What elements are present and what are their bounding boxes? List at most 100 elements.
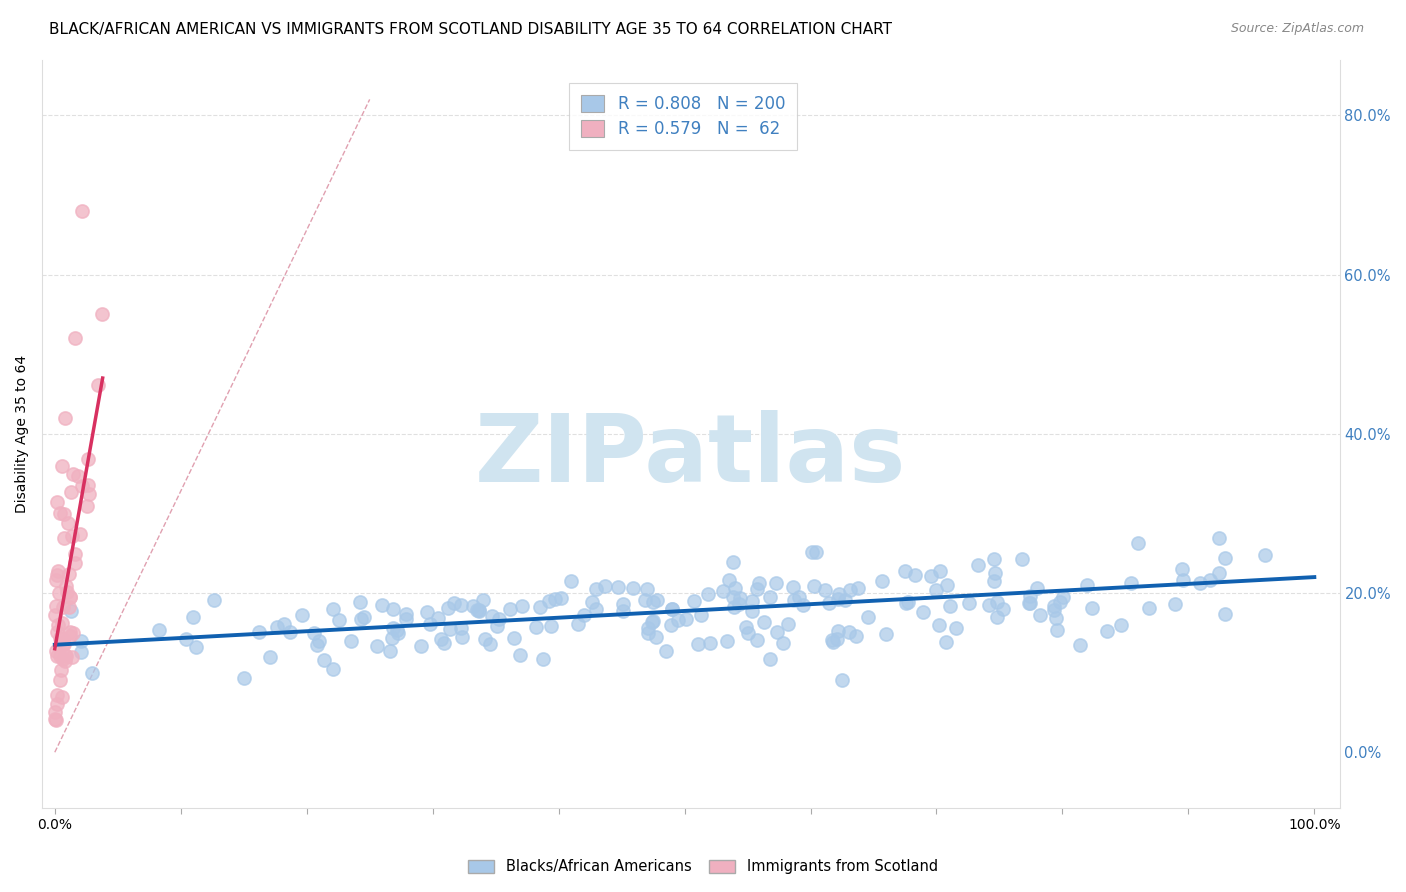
Point	[58, 599, 80, 614]
Point	[593, 579, 616, 593]
Point	[641, 615, 664, 629]
Point	[585, 602, 607, 616]
Point	[550, 591, 572, 606]
Point	[371, 598, 394, 612]
Y-axis label: Disability Age 35 to 64: Disability Age 35 to 64	[15, 355, 30, 513]
Point	[63, 331, 86, 345]
Point	[1213, 607, 1236, 621]
Point	[894, 564, 917, 578]
Point	[723, 555, 745, 569]
Point	[804, 545, 827, 559]
Point	[612, 597, 634, 611]
Point	[91, 307, 114, 321]
Point	[585, 582, 607, 596]
Point	[465, 603, 488, 617]
Point	[821, 632, 844, 647]
Point	[266, 620, 288, 634]
Point	[621, 581, 644, 595]
Point	[645, 630, 668, 644]
Point	[69, 527, 91, 541]
Point	[45, 644, 67, 658]
Point	[52, 652, 75, 666]
Point	[202, 593, 225, 607]
Text: BLACK/AFRICAN AMERICAN VS IMMIGRANTS FROM SCOTLAND DISABILITY AGE 35 TO 64 CORRE: BLACK/AFRICAN AMERICAN VS IMMIGRANTS FRO…	[49, 22, 893, 37]
Point	[1042, 599, 1064, 613]
Point	[897, 595, 920, 609]
Point	[46, 698, 69, 712]
Point	[894, 596, 917, 610]
Point	[353, 610, 375, 624]
Point	[49, 663, 72, 677]
Point	[778, 616, 800, 631]
Point	[60, 485, 83, 500]
Point	[51, 616, 73, 631]
Point	[697, 587, 720, 601]
Point	[472, 592, 495, 607]
Point	[45, 713, 67, 727]
Point	[55, 648, 77, 663]
Point	[1081, 600, 1104, 615]
Point	[741, 604, 763, 618]
Point	[273, 617, 295, 632]
Point	[734, 620, 756, 634]
Point	[730, 591, 752, 605]
Point	[699, 636, 721, 650]
Point	[70, 479, 93, 493]
Point	[44, 705, 66, 719]
Point	[59, 625, 82, 640]
Point	[741, 593, 763, 607]
Point	[945, 621, 967, 635]
Point	[46, 567, 69, 582]
Point	[728, 597, 751, 611]
Point	[509, 648, 531, 662]
Point	[312, 653, 335, 667]
Point	[765, 575, 787, 590]
Point	[59, 630, 82, 644]
Point	[581, 595, 603, 609]
Point	[986, 610, 1008, 624]
Point	[45, 599, 67, 614]
Point	[540, 619, 562, 633]
Point	[44, 712, 66, 726]
Point	[920, 569, 942, 583]
Point	[349, 594, 371, 608]
Point	[529, 600, 551, 615]
Point	[1042, 603, 1064, 617]
Point	[754, 615, 776, 630]
Point	[52, 632, 75, 646]
Point	[439, 623, 461, 637]
Point	[856, 609, 879, 624]
Point	[322, 662, 344, 676]
Point	[818, 596, 841, 610]
Point	[259, 649, 281, 664]
Point	[488, 612, 510, 626]
Point	[60, 650, 83, 665]
Point	[52, 637, 75, 651]
Point	[45, 573, 67, 587]
Point	[983, 566, 1005, 581]
Point	[803, 579, 825, 593]
Point	[912, 605, 935, 619]
Point	[935, 578, 957, 592]
Point	[69, 645, 91, 659]
Point	[1163, 597, 1185, 611]
Point	[967, 558, 990, 573]
Point	[838, 624, 860, 639]
Point	[661, 602, 683, 616]
Point	[278, 624, 301, 639]
Point	[1215, 551, 1237, 566]
Legend: R = 0.808   N = 200, R = 0.579   N =  62: R = 0.808 N = 200, R = 0.579 N = 62	[569, 83, 797, 150]
Point	[350, 612, 373, 626]
Point	[52, 599, 75, 614]
Point	[503, 631, 526, 645]
Point	[1045, 611, 1067, 625]
Point	[340, 633, 363, 648]
Point	[411, 640, 433, 654]
Point	[1018, 596, 1040, 610]
Point	[430, 632, 453, 647]
Point	[690, 608, 713, 623]
Point	[53, 508, 76, 522]
Point	[983, 574, 1005, 589]
Point	[560, 574, 582, 588]
Point	[53, 648, 76, 663]
